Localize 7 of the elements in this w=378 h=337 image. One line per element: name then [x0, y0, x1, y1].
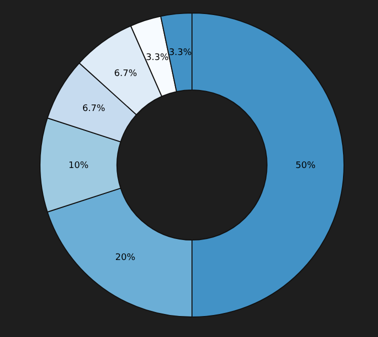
data-label: 10% — [68, 161, 89, 171]
data-label: 20% — [115, 252, 136, 263]
data-label: 50% — [295, 161, 316, 171]
data-label: 6.7% — [114, 68, 138, 79]
data-label: 3.3% — [168, 48, 192, 58]
data-label: 6.7% — [82, 104, 106, 114]
data-label: 3.3% — [146, 52, 170, 63]
